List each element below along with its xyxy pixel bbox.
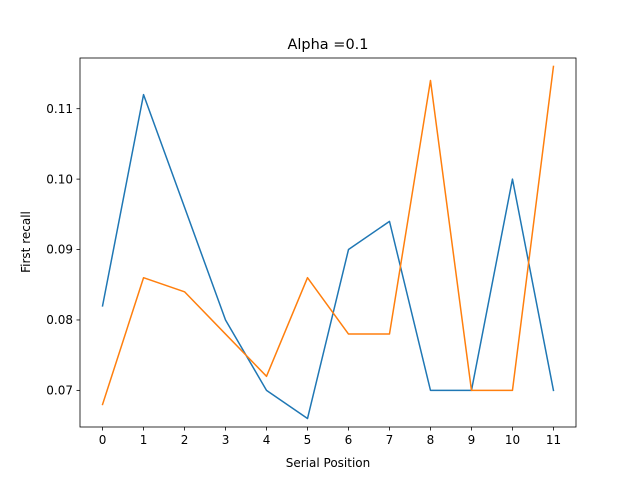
chart-title: Alpha =0.1 (287, 37, 368, 53)
series-2-line (101, 65, 555, 406)
x-tick-label: 5 (304, 433, 312, 447)
x-tick-label: 8 (427, 433, 435, 447)
y-tick-label: 0.08 (46, 313, 73, 327)
x-tick-label: 9 (468, 433, 476, 447)
x-tick-label: 2 (181, 433, 189, 447)
x-tick-label: 11 (546, 433, 561, 447)
x-tick-label: 10 (505, 433, 520, 447)
y-tick-label: 0.11 (46, 102, 73, 116)
x-tick-label: 3 (222, 433, 230, 447)
x-tick-label: 6 (345, 433, 353, 447)
plot-frame (79, 57, 577, 428)
x-axis-label: Serial Position (286, 456, 371, 470)
x-tick-label: 0 (99, 433, 107, 447)
series-1-line (101, 93, 555, 420)
x-axis-ticks: 0 1 2 3 4 5 6 7 8 9 10 11 (99, 427, 561, 447)
y-tick-label: 0.07 (46, 384, 73, 398)
series-layer (101, 65, 555, 420)
y-axis-ticks: 0.07 0.08 0.09 0.10 0.11 (46, 102, 80, 398)
y-tick-label: 0.10 (46, 172, 73, 186)
x-tick-label: 7 (386, 433, 394, 447)
y-tick-label: 0.09 (46, 243, 73, 257)
x-tick-label: 1 (140, 433, 148, 447)
x-tick-label: 4 (263, 433, 271, 447)
y-axis-label: First recall (19, 211, 33, 273)
